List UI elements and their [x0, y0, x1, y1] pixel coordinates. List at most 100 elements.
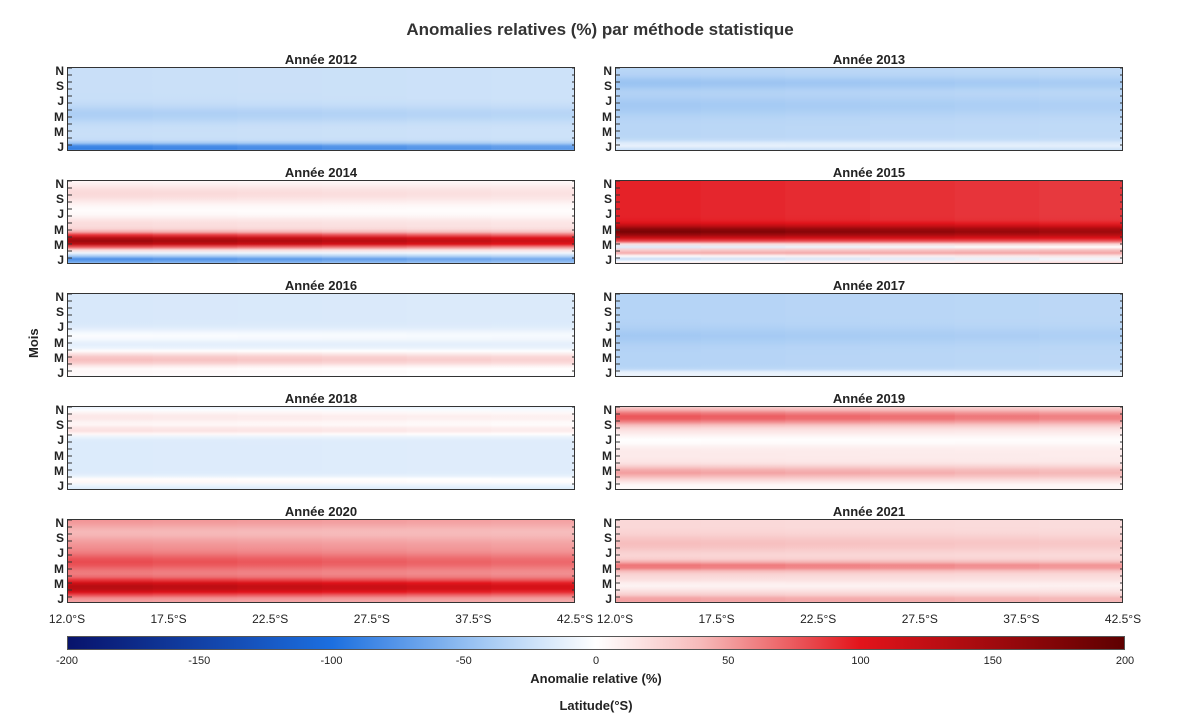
heatmap-panel: [615, 519, 1123, 603]
month-tick-label: J: [57, 366, 64, 380]
heatmap-strip: [785, 294, 871, 376]
month-tick-label: N: [603, 290, 612, 304]
month-tick-label: M: [602, 222, 612, 237]
colorbar-tick-label: 100: [851, 655, 870, 667]
heatmap-strip: [68, 181, 154, 263]
latitude-tick-label: 17.5°S: [698, 612, 735, 626]
month-tick-label: M: [54, 350, 64, 365]
month-tick-label: S: [55, 192, 64, 207]
heatmap-strip: [954, 68, 1041, 150]
colorbar-tick-label: 50: [722, 655, 735, 667]
month-tick-label: M: [54, 222, 64, 237]
heatmap-strip: [616, 294, 702, 376]
month-tick-label: S: [603, 418, 612, 433]
heatmap-strip: [870, 68, 956, 150]
month-tick-label: M: [54, 109, 64, 124]
heatmap-panel: [67, 406, 575, 490]
latitude-tick-label: 37.5°S: [455, 612, 492, 626]
month-tick-label: J: [57, 546, 64, 561]
heatmap-strip: [237, 294, 323, 376]
panel-title: Année 2021: [832, 504, 906, 519]
month-tick-label: J: [605, 592, 612, 606]
heatmap-strip: [68, 520, 154, 602]
heatmap-strip: [152, 181, 239, 263]
month-tick-label: J: [57, 479, 64, 493]
heatmap-panel: [67, 293, 575, 377]
month-tick-label: S: [603, 192, 612, 207]
month-tick-label: J: [57, 253, 64, 267]
latitude-tick-label: 27.5°S: [901, 612, 938, 626]
month-tick-label: N: [55, 290, 64, 304]
colorbar-tick-label: -100: [320, 655, 343, 667]
heatmap-strip: [785, 520, 871, 602]
month-tick-label: M: [602, 561, 612, 576]
heatmap-strip: [152, 520, 239, 602]
month-tick-label: M: [54, 237, 64, 252]
month-tick-label: N: [55, 403, 64, 417]
latitude-tick-label: 12.0°S: [48, 612, 86, 626]
heatmap-strip: [1039, 407, 1122, 489]
month-tick-label: N: [55, 177, 64, 191]
heatmap-strip: [616, 407, 702, 489]
heatmap-panel: [615, 180, 1123, 264]
heatmap-strip: [406, 520, 493, 602]
heatmap-strip: [491, 407, 574, 489]
month-tick-label: M: [602, 109, 612, 124]
colorbar-tick-label: -50: [455, 655, 472, 667]
heatmap-strip: [700, 407, 787, 489]
month-tick-label: J: [605, 320, 612, 335]
heatmap-strip: [68, 294, 154, 376]
heatmap-panel: [615, 67, 1123, 151]
heatmap-strip: [700, 294, 787, 376]
month-tick-label: J: [57, 94, 64, 109]
month-tick-label: S: [55, 79, 64, 94]
month-tick-label: J: [57, 433, 64, 448]
heatmap-strip: [785, 181, 871, 263]
heatmap-strip: [785, 407, 871, 489]
colorbar-tick-label: 0: [592, 655, 600, 667]
month-tick-label: M: [602, 576, 612, 591]
colorbar-label: Anomalie relative (%): [530, 671, 662, 686]
panel-title: Année 2020: [284, 504, 358, 519]
heatmap-strip: [152, 407, 239, 489]
colorbar-tick-label: -150: [188, 655, 211, 667]
latitude-tick-label: 12.0°S: [596, 612, 634, 626]
month-tick-label: S: [603, 531, 612, 546]
heatmap-strip: [491, 294, 574, 376]
month-tick-label: J: [57, 207, 64, 222]
heatmap-strip: [785, 68, 871, 150]
heatmap-strip: [152, 68, 239, 150]
heatmap-strip: [491, 520, 574, 602]
heatmap-strip: [870, 181, 956, 263]
heatmap-strip: [237, 181, 323, 263]
latitude-tick-label: 37.5°S: [1003, 612, 1040, 626]
colorbar: [67, 636, 1125, 650]
month-tick-label: S: [603, 305, 612, 320]
latitude-tick-label: 27.5°S: [353, 612, 390, 626]
heatmap-strip: [870, 294, 956, 376]
latitude-tick-label: 17.5°S: [150, 612, 187, 626]
latitude-tick-label: 42.5°S: [1104, 612, 1142, 626]
latitude-tick-label: 22.5°S: [252, 612, 289, 626]
month-tick-label: M: [602, 350, 612, 365]
latitude-tick-label: 22.5°S: [800, 612, 837, 626]
month-tick-label: N: [603, 177, 612, 191]
month-tick-label: J: [605, 546, 612, 561]
heatmap-strip: [68, 407, 154, 489]
month-tick-label: J: [605, 140, 612, 154]
month-tick-label: N: [603, 516, 612, 530]
heatmap-strip: [322, 520, 408, 602]
heatmap-strip: [616, 520, 702, 602]
month-tick-label: S: [55, 531, 64, 546]
panel-title: Année 2014: [284, 165, 358, 180]
month-tick-label: J: [605, 366, 612, 380]
month-tick-label: S: [55, 305, 64, 320]
month-tick-label: J: [57, 320, 64, 335]
month-tick-label: S: [55, 418, 64, 433]
month-tick-label: N: [603, 403, 612, 417]
month-tick-label: J: [605, 207, 612, 222]
chart-title: Anomalies relatives (%) par méthode stat…: [406, 20, 794, 39]
heatmap-strip: [322, 407, 408, 489]
heatmap-strip: [616, 181, 702, 263]
y-axis-label: Mois: [26, 328, 41, 358]
